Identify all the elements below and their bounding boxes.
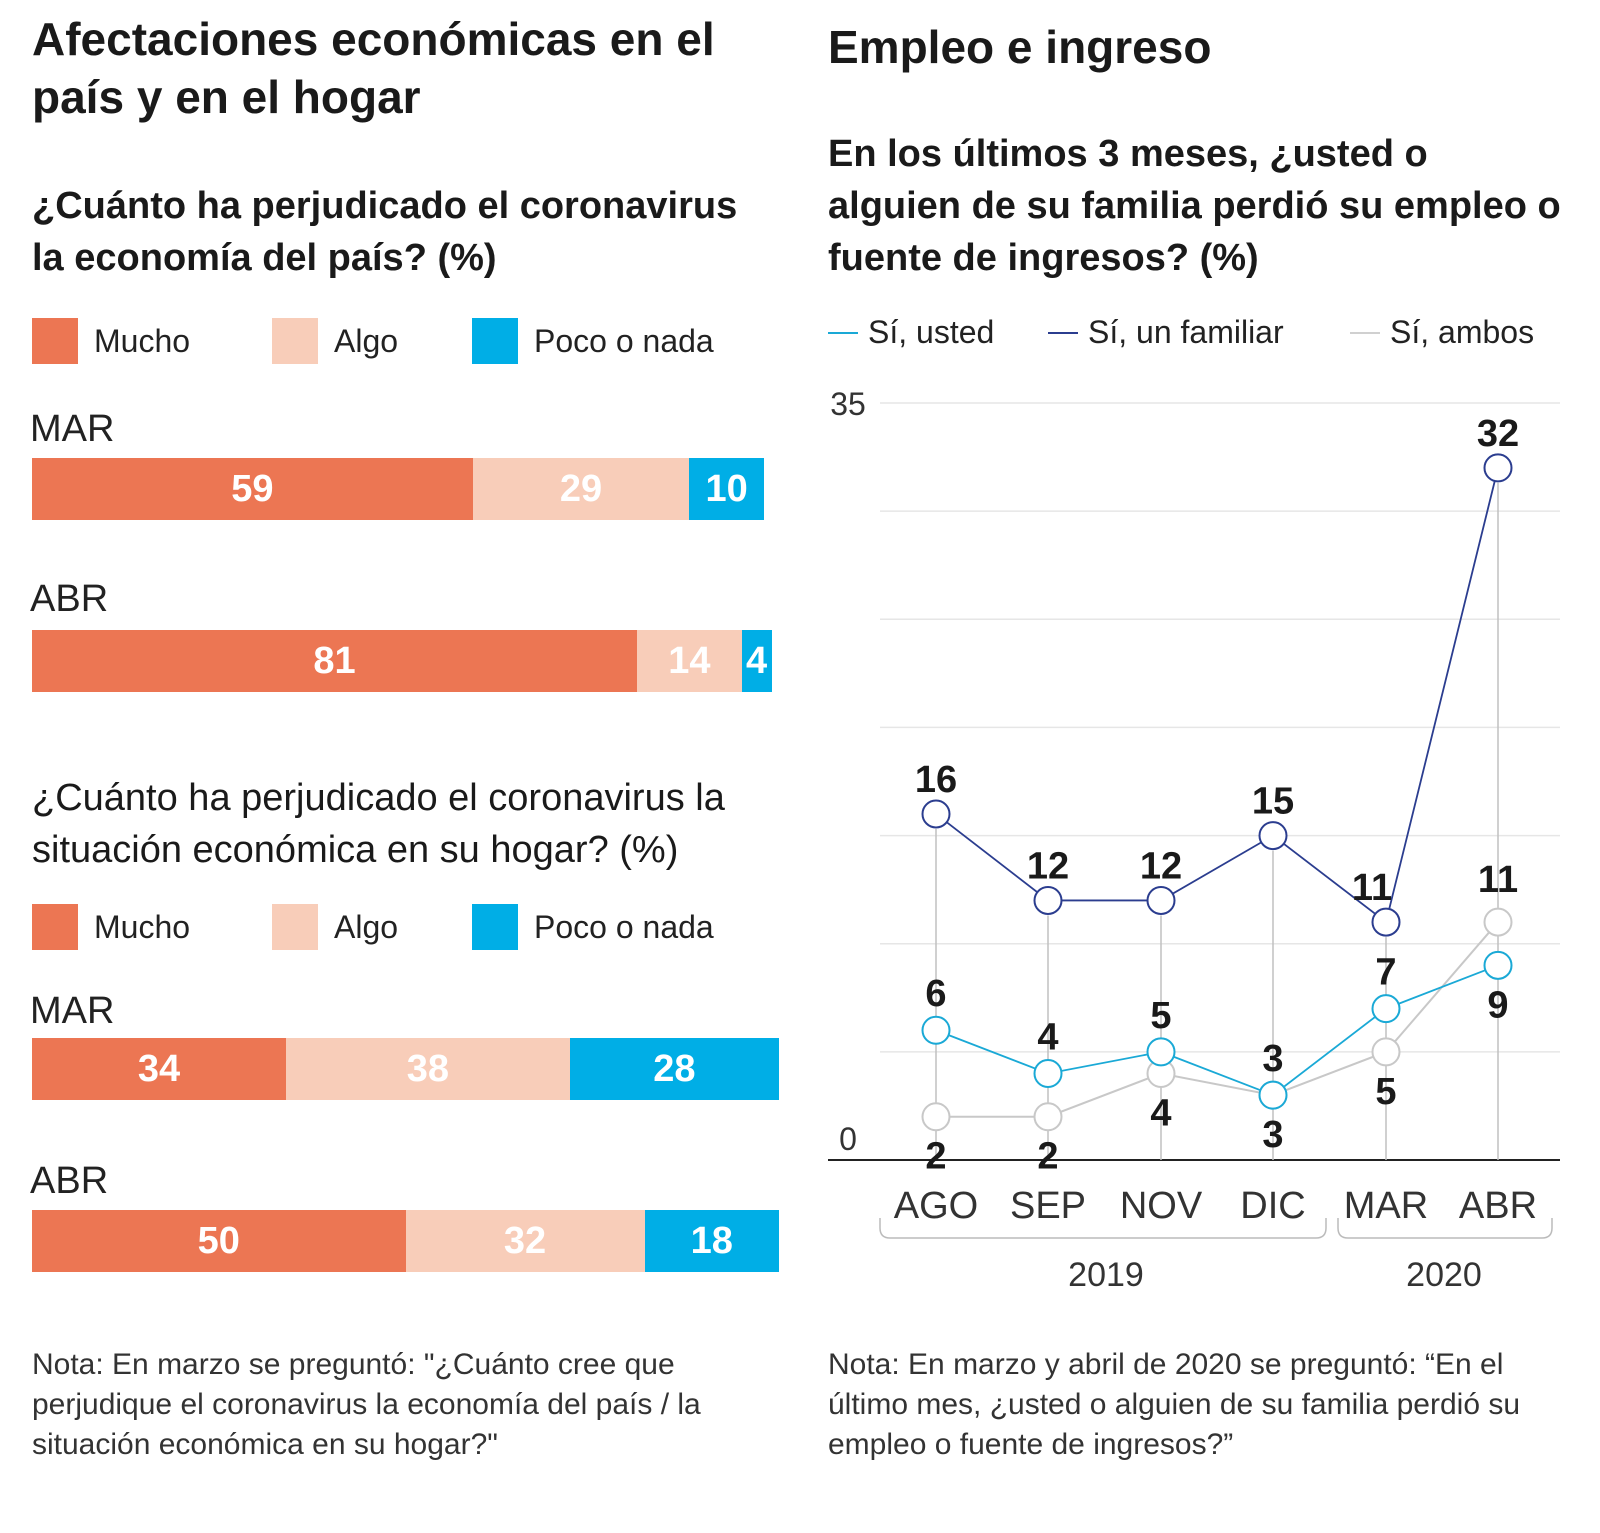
bar-segment-poco: 10 [689, 458, 765, 520]
x-tick-label: NOV [1120, 1185, 1203, 1227]
marker-usted [1258, 1080, 1288, 1110]
data-label-familiar: 32 [1477, 413, 1519, 455]
q1-bar-mar: 59 29 10 [32, 458, 765, 520]
right-note: Nota: En marzo y abril de 2020 se pregun… [828, 1348, 1521, 1461]
x-tick-label: ABR [1459, 1185, 1537, 1227]
data-label-usted: 5 [1150, 995, 1171, 1037]
data-label-familiar: 12 [1140, 845, 1182, 887]
legend-label-familiar: Sí, un familiar [1088, 314, 1284, 350]
x-tick-label: MAR [1344, 1185, 1428, 1227]
legend-swatch-algo [272, 318, 318, 364]
right-title: Empleo e ingreso [828, 21, 1212, 73]
q2-row-label-abr: ABR [30, 1160, 109, 1202]
series-line-usted [935, 964, 1499, 1097]
bar-segment-mucho: 59 [32, 458, 473, 520]
marker-ambos [1033, 1102, 1063, 1132]
legend-line-ambos [1350, 331, 1380, 334]
data-label-usted: 7 [1375, 952, 1396, 994]
legend-line-usted [828, 331, 858, 334]
marker-familiar [921, 799, 951, 829]
bar-segment-poco: 4 [741, 630, 772, 692]
data-label-familiar: 16 [915, 759, 957, 801]
legend-swatch-algo [272, 904, 318, 950]
bar-segment-algo: 38 [285, 1038, 570, 1100]
data-label-ambos: 11 [1478, 859, 1518, 901]
group-label: 2019 [1068, 1256, 1144, 1294]
bar-segment-mucho: 50 [32, 1210, 406, 1272]
q2-question: ¿Cuánto ha perjudicado el coronavirus la… [32, 777, 725, 871]
legend-label-ambos: Sí, ambos [1390, 314, 1535, 350]
y-tick-label: 0 [839, 1121, 857, 1157]
bar-segment-algo: 32 [405, 1210, 645, 1272]
legend-swatch-mucho [32, 318, 78, 364]
data-label-ambos: 4 [1150, 1092, 1171, 1134]
q2-row-label-mar: MAR [30, 990, 115, 1032]
q2-legend: Mucho Algo Poco o nada [32, 904, 714, 950]
legend-label-mucho: Mucho [94, 908, 191, 945]
marker-ambos [1483, 907, 1513, 937]
marker-familiar [1258, 821, 1288, 851]
legend-label-poco: Poco o nada [534, 908, 714, 945]
marker-familiar [1033, 885, 1063, 915]
marker-ambos [1371, 1037, 1401, 1067]
left-note: Nota: En marzo se preguntó: "¿Cuánto cre… [32, 1348, 701, 1461]
data-label-ambos: 2 [925, 1136, 946, 1178]
q1-bar-abr: 81 14 4 [32, 630, 772, 692]
marker-usted [1033, 1058, 1063, 1088]
legend-label-mucho: Mucho [94, 322, 191, 359]
data-label-usted: 4 [1037, 1016, 1058, 1058]
data-label-ambos: 2 [1037, 1136, 1058, 1178]
line-legend: Sí, usted Sí, un familiar Sí, ambos [828, 314, 1534, 351]
legend-line-familiar [1048, 331, 1078, 334]
bar-segment-poco: 28 [569, 1038, 779, 1100]
marker-usted [1483, 950, 1513, 980]
data-label-familiar: 12 [1027, 845, 1069, 887]
left-title: Afectaciones económicas en el país y en … [32, 13, 715, 123]
marker-ambos [921, 1102, 951, 1132]
x-tick-label: AGO [894, 1185, 978, 1227]
bar-segment-poco: 18 [644, 1210, 779, 1272]
q1-question: ¿Cuánto ha perjudicado el corona­virus l… [32, 185, 738, 279]
legend-label-algo: Algo [334, 908, 399, 945]
marker-familiar [1371, 907, 1401, 937]
x-tick-label: DIC [1240, 1185, 1305, 1227]
data-label-usted: 6 [925, 973, 946, 1015]
series-line-ambos [936, 921, 1499, 1118]
data-label-usted: 9 [1487, 984, 1508, 1026]
marker-usted [921, 1015, 951, 1045]
legend-swatch-mucho [32, 904, 78, 950]
q1-row-label-abr: ABR [30, 578, 109, 620]
marker-familiar [1146, 885, 1176, 915]
bar-segment-mucho: 81 [32, 630, 638, 692]
data-label-ambos: 5 [1375, 1071, 1396, 1113]
legend-swatch-poco [472, 318, 518, 364]
legend-label-algo: Algo [334, 322, 399, 359]
data-label-usted: 3 [1262, 1038, 1283, 1080]
x-tick-label: SEP [1010, 1185, 1086, 1227]
marker-usted [1146, 1037, 1176, 1067]
group-bracket [1337, 1218, 1553, 1239]
bar-segment-algo: 29 [472, 458, 690, 520]
marker-familiar [1483, 453, 1513, 483]
data-label-familiar: 11 [1352, 867, 1392, 909]
group-label: 2020 [1406, 1256, 1482, 1294]
q2-bar-abr: 50 32 18 [32, 1210, 779, 1272]
q1-row-label-mar: MAR [30, 408, 115, 450]
q2-bar-mar: 34 38 28 [32, 1038, 779, 1100]
legend-label-usted: Sí, usted [868, 314, 995, 350]
legend-swatch-poco [472, 904, 518, 950]
group-bracket [879, 1218, 1327, 1239]
y-tick-label: 35 [830, 386, 866, 422]
data-label-ambos: 3 [1262, 1114, 1283, 1156]
bar-segment-algo: 14 [637, 630, 742, 692]
data-label-familiar: 15 [1252, 781, 1294, 823]
series-line-familiar [935, 467, 1499, 924]
bar-segment-mucho: 34 [32, 1038, 286, 1100]
right-question: En los últimos 3 meses, ¿usted o alguien… [828, 133, 1561, 279]
legend-label-poco: Poco o nada [534, 322, 714, 359]
marker-usted [1371, 994, 1401, 1024]
q1-legend: Mucho Algo Poco o nada [32, 318, 714, 364]
